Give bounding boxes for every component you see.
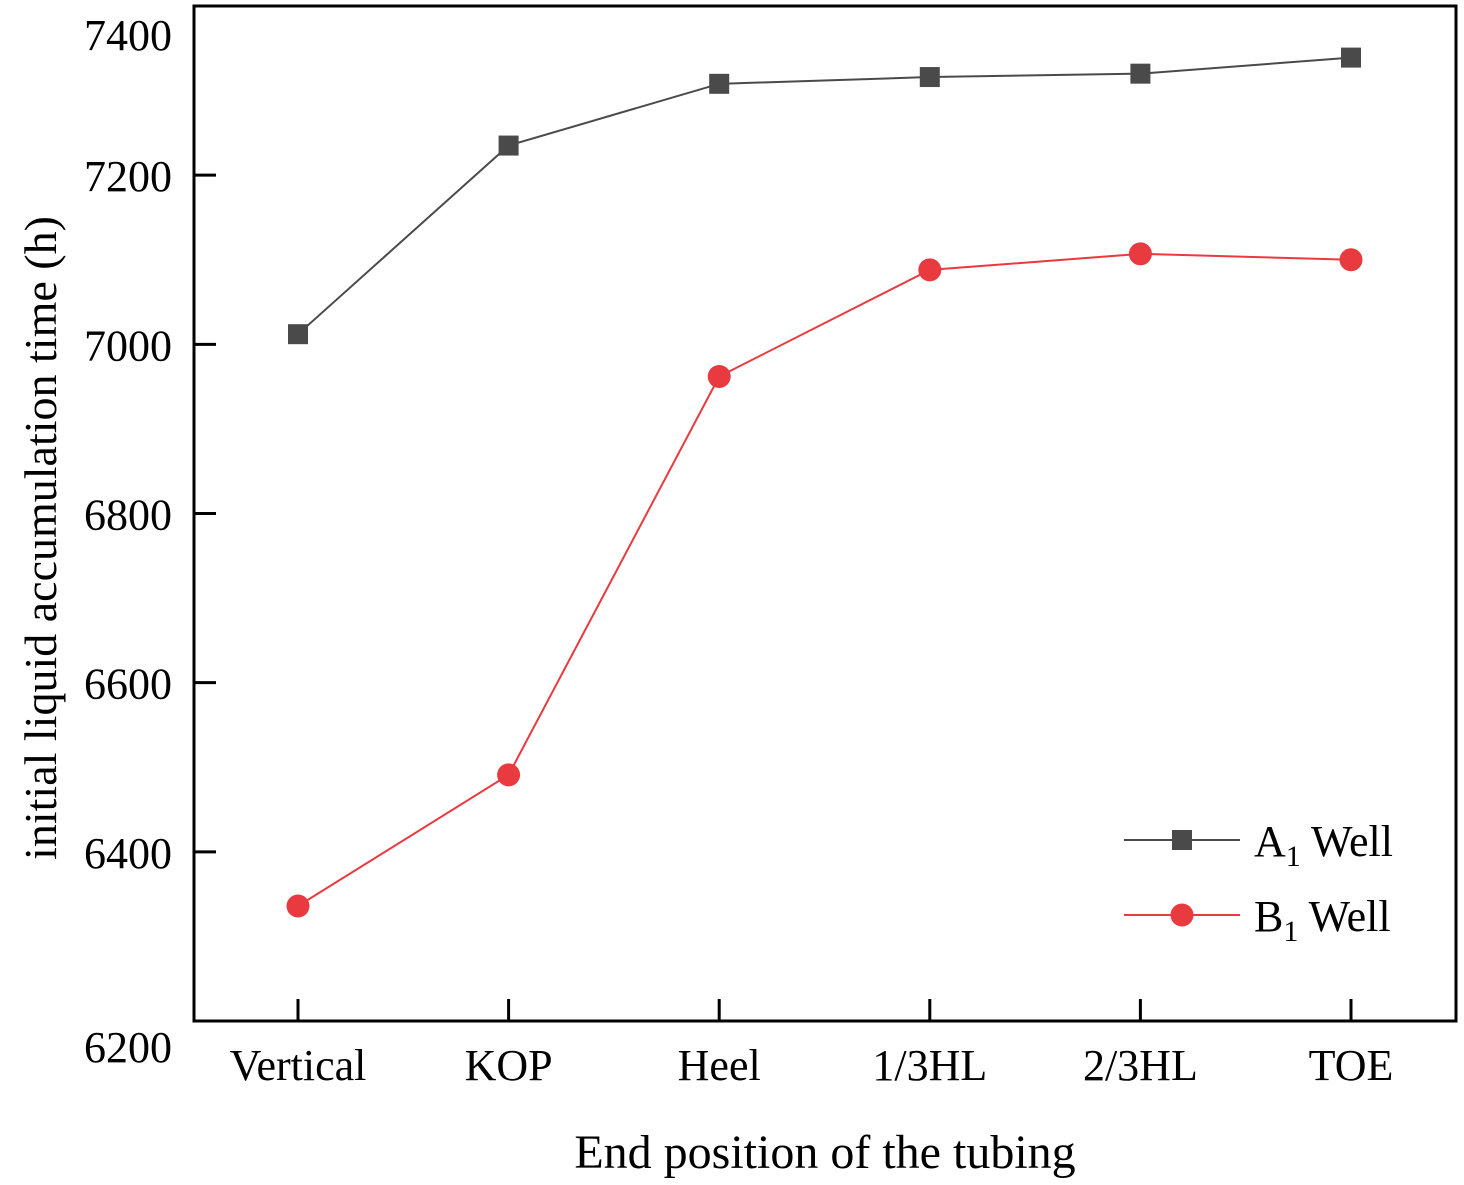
data-point (709, 73, 730, 94)
x-tick-label: TOE (1309, 1041, 1394, 1090)
data-point (1128, 242, 1152, 266)
y-tick-label: 6200 (84, 1023, 172, 1072)
legend-marker (1170, 903, 1194, 927)
data-point (1339, 248, 1363, 272)
legend-marker (1172, 830, 1192, 850)
data-point (1341, 47, 1361, 68)
y-tick-label: 6600 (84, 660, 172, 709)
legend: A1 Well B1 Well (1124, 817, 1393, 948)
data-point (707, 364, 731, 388)
data-point (498, 135, 519, 156)
x-tick-label: Heel (678, 1041, 761, 1090)
y-tick-label: 7000 (84, 321, 172, 370)
x-tick-label: 1/3HL (872, 1041, 987, 1090)
x-tick-label: 2/3HL (1083, 1041, 1198, 1090)
series-line (297, 56, 1352, 335)
y-tick-label: 7400 (84, 11, 172, 60)
data-point (286, 894, 310, 918)
x-axis-label: End position of the tubing (574, 1126, 1075, 1179)
y-axis-label: initial liquid accumulation time (h) (15, 216, 66, 860)
y-tick-label: 6400 (84, 829, 172, 878)
x-tick-label: Vertical (230, 1041, 367, 1090)
y-tick-label: 7200 (84, 152, 172, 201)
legend-label: A1 Well (1254, 817, 1393, 873)
plot-frame (192, 4, 1458, 1023)
data-point (497, 763, 521, 787)
data-point (919, 67, 940, 88)
series-line (297, 252, 1352, 907)
legend-label: B1 Well (1254, 892, 1391, 948)
series-layer (286, 47, 1363, 918)
axis-ticks: Vertical KOP Heel 1/3HL 2/3HL TOE 6200 6400 6600… (84, 11, 1393, 1090)
data-point (288, 324, 308, 345)
y-tick-label: 6800 (84, 491, 172, 540)
data-point (1130, 63, 1151, 84)
x-tick-label: KOP (465, 1041, 553, 1090)
data-point (918, 258, 942, 282)
